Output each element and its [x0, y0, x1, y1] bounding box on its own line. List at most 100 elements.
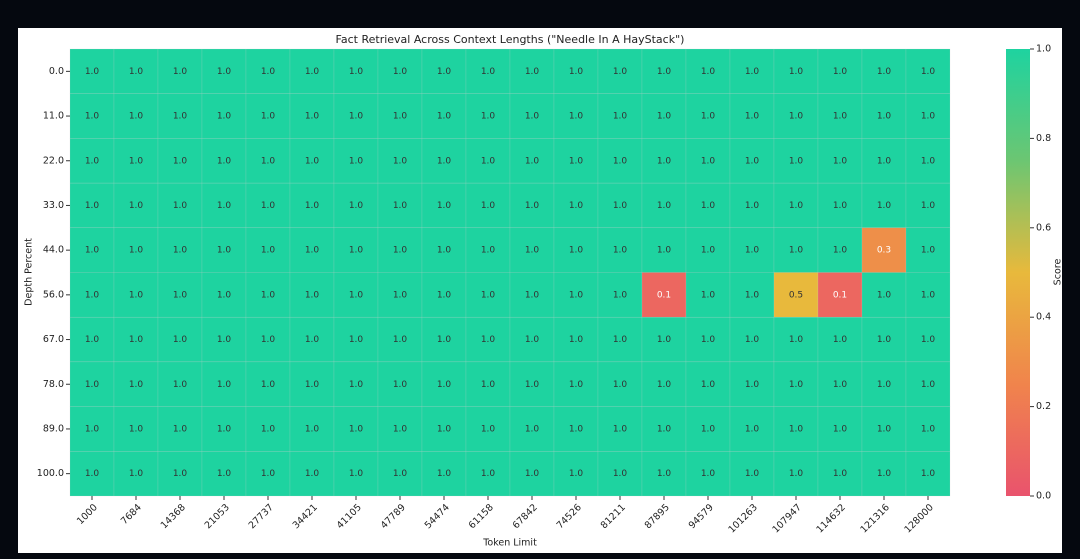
- heatmap-cell: [729, 406, 775, 452]
- heatmap-cell: [377, 451, 423, 497]
- heatmap-cell: [685, 48, 731, 94]
- cell-label: 1.0: [921, 335, 936, 345]
- heatmap-cell: [817, 138, 863, 184]
- cell-label: 1.0: [349, 246, 364, 256]
- heatmap-cell: [861, 93, 907, 139]
- cell-label: 1.0: [789, 156, 804, 166]
- cell-label: 1.0: [569, 246, 584, 256]
- colorbar-tick-label: 0.2: [1036, 401, 1051, 412]
- cell-label: 0.1: [833, 290, 847, 300]
- cell-label: 1.0: [261, 112, 276, 122]
- cell-label: 1.0: [481, 380, 496, 390]
- cell-label: 1.0: [85, 156, 100, 166]
- heatmap-cell: [201, 182, 247, 229]
- y-tick-label: 67.0: [43, 334, 64, 345]
- heatmap-cell: [773, 272, 819, 318]
- cell-label: 1.0: [701, 67, 716, 77]
- cell-label: 1.0: [437, 424, 452, 434]
- heatmap-cell: [641, 272, 687, 318]
- cell-label: 1.0: [173, 246, 188, 256]
- heatmap-cell: [245, 227, 291, 273]
- cell-label: 1.0: [613, 469, 628, 479]
- cell-label: 1.0: [481, 112, 496, 122]
- heatmap-cell: [201, 48, 247, 94]
- cell-label: 1.0: [261, 156, 276, 166]
- cell-label: 1.0: [525, 156, 540, 166]
- heatmap-cell: [245, 316, 291, 363]
- cell-label: 1.0: [129, 335, 144, 345]
- cell-label: 1.0: [789, 424, 804, 434]
- cell-label: 1.0: [217, 67, 232, 77]
- cell-label: 1.0: [789, 112, 804, 122]
- y-tick-label: 78.0: [43, 379, 64, 390]
- heatmap-cell: [597, 227, 643, 273]
- heatmap-cell: [377, 316, 423, 363]
- cell-label: 1.0: [305, 335, 320, 345]
- cell-label: 1.0: [173, 67, 188, 77]
- cell-label: 1.0: [525, 469, 540, 479]
- heatmap-cell: [421, 93, 467, 139]
- cell-label: 1.0: [305, 290, 320, 300]
- heatmap-cell: [817, 93, 863, 139]
- cell-label: 1.0: [613, 156, 628, 166]
- heatmap-cell: [553, 451, 599, 497]
- cell-label: 1.0: [129, 246, 144, 256]
- cell-label: 1.0: [877, 156, 892, 166]
- colorbar-label: Score: [1053, 259, 1064, 286]
- cell-label: 1.0: [437, 290, 452, 300]
- heatmap-cell: [421, 361, 467, 407]
- heatmap-cell: [729, 48, 775, 94]
- heatmap-cell: [685, 406, 731, 452]
- heatmap-cell: [113, 48, 159, 94]
- cell-label: 1.0: [129, 67, 144, 77]
- cell-label: 1.0: [393, 380, 408, 390]
- y-tick-label: 56.0: [43, 289, 64, 300]
- cell-label: 1.0: [921, 112, 936, 122]
- cell-label: 1.0: [745, 201, 760, 211]
- cell-label: 1.0: [481, 469, 496, 479]
- cell-label: 1.0: [569, 67, 584, 77]
- y-tick-label: 89.0: [43, 423, 64, 434]
- heatmap-cell: [773, 406, 819, 452]
- heatmap-cell: [289, 138, 335, 184]
- cell-label: 1.0: [745, 335, 760, 345]
- cell-label: 1.0: [833, 246, 848, 256]
- heatmap-cell: [113, 361, 159, 407]
- cell-label: 1.0: [349, 424, 364, 434]
- heatmap-cell: [729, 227, 775, 273]
- cell-label: 1.0: [217, 246, 232, 256]
- heatmap-cell: [69, 316, 115, 363]
- heatmap-cell: [465, 93, 511, 139]
- heatmap-cell: [641, 182, 687, 229]
- heatmap-cell: [773, 182, 819, 229]
- cell-label: 1.0: [393, 424, 408, 434]
- cell-label: 1.0: [833, 67, 848, 77]
- heatmap-cell: [553, 227, 599, 273]
- heatmap-cell: [597, 406, 643, 452]
- cell-label: 1.0: [173, 335, 188, 345]
- heatmap-cell: [861, 138, 907, 184]
- cell-label: 1.0: [129, 424, 144, 434]
- cell-label: 1.0: [701, 112, 716, 122]
- cell-label: 1.0: [657, 424, 672, 434]
- heatmap-cell: [861, 406, 907, 452]
- cell-label: 1.0: [657, 469, 672, 479]
- cell-label: 1.0: [613, 380, 628, 390]
- heatmap-cell: [685, 451, 731, 497]
- heatmap-cell: [465, 138, 511, 184]
- y-tick-label: 44.0: [43, 245, 64, 256]
- heatmap-cell: [861, 227, 907, 273]
- cell-label: 1.0: [349, 201, 364, 211]
- cell-label: 1.0: [85, 380, 100, 390]
- heatmap-cell: [113, 451, 159, 497]
- cell-label: 1.0: [481, 424, 496, 434]
- heatmap-cell: [113, 182, 159, 229]
- heatmap-cell: [509, 93, 555, 139]
- heatmap-cell: [421, 272, 467, 318]
- heatmap-cell: [597, 182, 643, 229]
- heatmap-cell: [333, 138, 379, 184]
- cell-label: 1.0: [569, 112, 584, 122]
- heatmap-cell: [157, 451, 203, 497]
- cell-label: 1.0: [349, 335, 364, 345]
